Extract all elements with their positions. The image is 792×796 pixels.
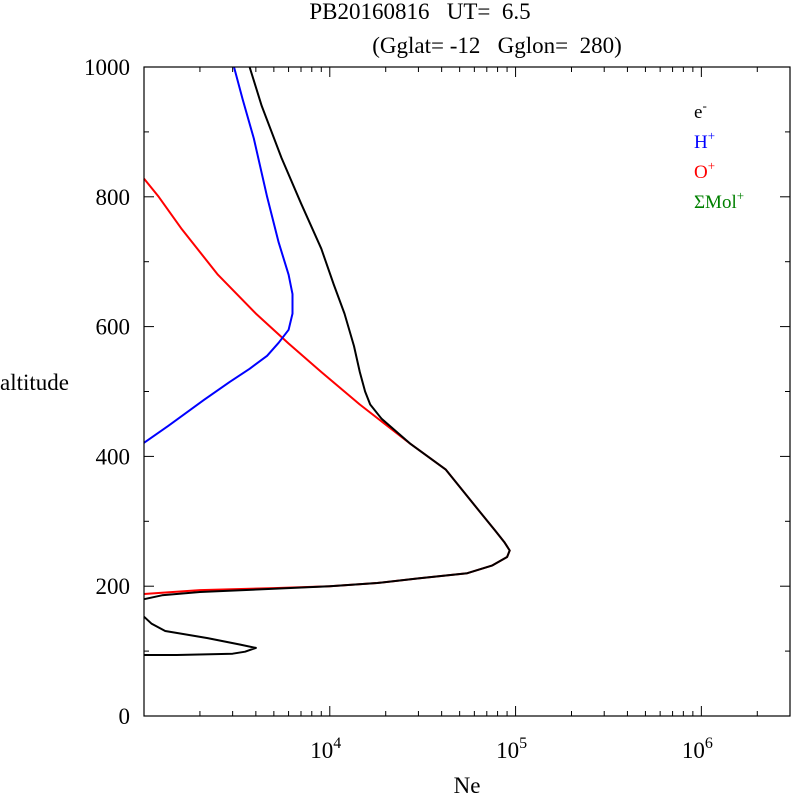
y-tick-label: 1000	[84, 55, 130, 80]
legend-entry: ΣMol+	[694, 188, 744, 213]
legend: e- H+ O+ ΣMol+	[694, 98, 744, 213]
plot-frame	[143, 66, 791, 717]
axis-tick-labels: 0 200 400 600 800 1000 104 105 106	[84, 55, 713, 763]
series-line-hplus	[143, 66, 294, 444]
x-tick-label: 106	[682, 735, 713, 763]
y-tick-label: 200	[96, 574, 131, 599]
x-tick-label: 105	[496, 735, 527, 763]
y-axis-label: altitude	[0, 370, 69, 395]
y-tick-label: 800	[96, 185, 131, 210]
x-tick-label: 104	[310, 735, 341, 763]
y-tick-label: 0	[119, 704, 131, 729]
chart-title-line2: (Gglat= -12 Gglon= 280)	[372, 33, 622, 58]
data-lines	[143, 66, 511, 656]
y-tick-label: 600	[96, 315, 131, 340]
legend-entry: O+	[694, 158, 715, 183]
y-tick-label: 400	[96, 444, 131, 469]
series-line-electrons	[143, 66, 511, 656]
legend-entry: H+	[694, 128, 715, 153]
legend-entry: e-	[694, 98, 707, 123]
chart-title-line1: PB20160816 UT= 6.5	[309, 0, 530, 24]
x-axis-label: Ne	[454, 773, 481, 796]
series-line-oplus	[143, 177, 511, 595]
